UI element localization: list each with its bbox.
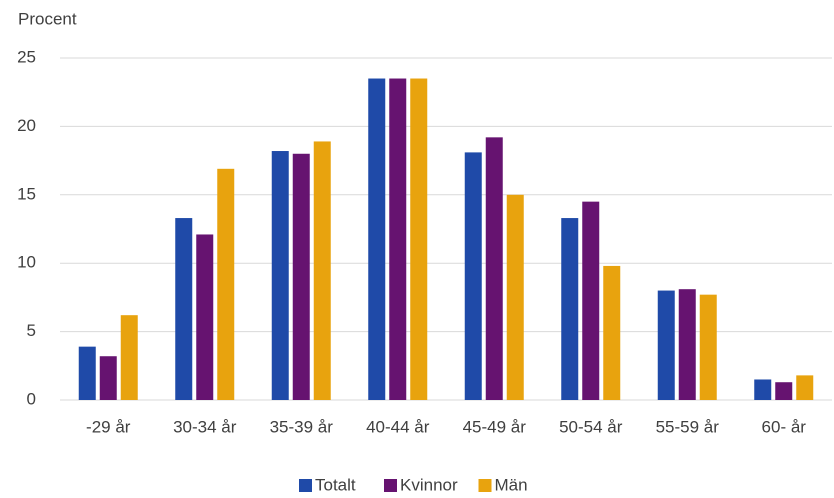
bar <box>271 151 289 400</box>
x-tick-label: 45-49 år <box>463 417 527 436</box>
legend-swatch <box>299 479 312 492</box>
bar <box>313 141 331 400</box>
bar <box>368 78 386 401</box>
x-tick-label: 55-59 år <box>656 417 720 436</box>
bar <box>796 375 814 400</box>
bar <box>657 290 675 400</box>
bar <box>582 201 600 400</box>
y-axis-label: Procent <box>18 9 77 28</box>
y-tick-label: 25 <box>17 47 36 66</box>
bar <box>99 356 117 400</box>
bar <box>485 137 503 400</box>
legend-swatch <box>384 479 397 492</box>
bar <box>464 152 482 400</box>
bar <box>678 289 696 400</box>
bar <box>175 218 193 400</box>
x-tick-label: 35-39 år <box>270 417 334 436</box>
bar <box>292 153 310 400</box>
bar <box>506 194 524 400</box>
x-tick-label: -29 år <box>86 417 131 436</box>
bar <box>196 234 214 400</box>
bar <box>754 379 772 400</box>
legend-label: Män <box>495 475 528 494</box>
y-tick-label: 5 <box>27 321 36 340</box>
bar <box>410 78 428 401</box>
legend-swatch <box>478 479 492 492</box>
bar <box>217 168 235 400</box>
x-tick-label: 30-34 år <box>173 417 237 436</box>
bar <box>389 78 407 401</box>
y-tick-label: 15 <box>17 184 36 203</box>
y-tick-label: 20 <box>17 116 36 135</box>
bar <box>603 265 621 400</box>
y-tick-label: 10 <box>17 253 36 272</box>
x-tick-label: 40-44 år <box>366 417 430 436</box>
legend-label: Totalt <box>315 475 356 494</box>
bar <box>775 382 793 400</box>
y-tick-label: 0 <box>27 389 36 408</box>
legend-label: Kvinnor <box>400 475 458 494</box>
x-tick-label: 50-54 år <box>559 417 623 436</box>
bar <box>120 315 138 400</box>
bar <box>78 346 96 400</box>
bar <box>561 218 579 400</box>
x-tick-label: 60- år <box>762 417 807 436</box>
bar <box>699 294 717 400</box>
